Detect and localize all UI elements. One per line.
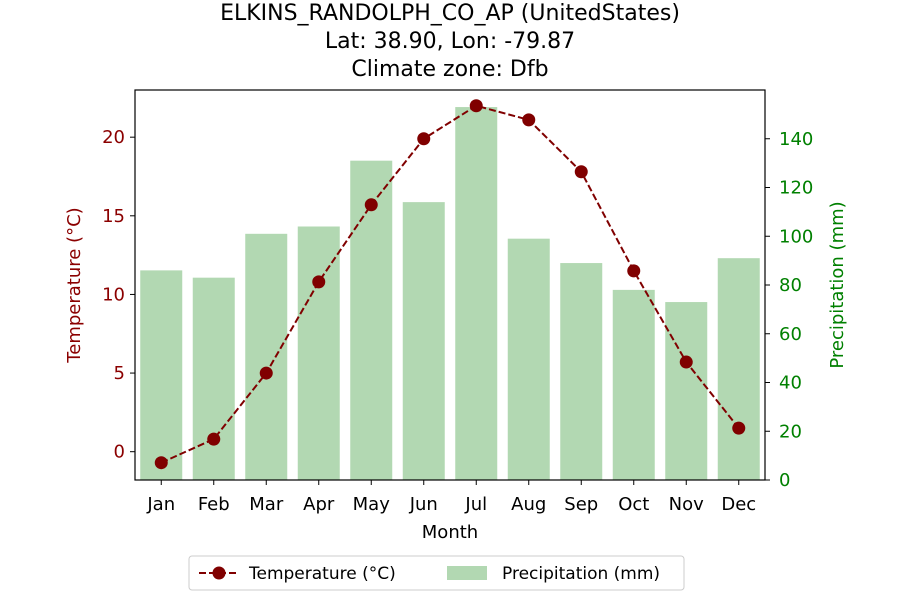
legend-precipitation-swatch [447, 566, 487, 580]
temperature-point-sep [574, 165, 588, 179]
precip-bar-oct [612, 289, 655, 480]
precip-bar-jun [402, 202, 445, 480]
y-left-tick-label: 5 [114, 363, 125, 384]
temperature-point-oct [627, 264, 641, 278]
y-left-tick-label: 10 [102, 284, 125, 305]
y-right-tick-label: 40 [779, 373, 802, 394]
x-tick-label: Jan [146, 494, 175, 515]
temperature-point-apr [312, 275, 326, 289]
y-right-tick-label: 0 [779, 470, 790, 491]
temperature-point-aug [522, 113, 536, 127]
legend-box [188, 555, 685, 591]
x-tick-label: Dec [721, 494, 756, 515]
chart-title-line-3: Climate zone: Dfb [351, 57, 549, 82]
precip-bar-dec [717, 258, 760, 480]
y-right-tick-label: 80 [779, 275, 802, 296]
y-left-tick-label: 0 [114, 442, 125, 463]
y-right-tick-label: 120 [779, 178, 813, 199]
precip-bar-feb [192, 277, 235, 480]
x-tick-label: Oct [618, 494, 649, 515]
y-right-tick-label: 100 [779, 226, 813, 247]
x-tick-label: Feb [198, 494, 230, 515]
x-tick-label: Aug [511, 494, 546, 515]
temperature-point-dec [732, 421, 746, 435]
y-left-tick-label: 15 [102, 206, 125, 227]
precip-bar-may [350, 160, 393, 480]
chart-title-line-1: ELKINS_RANDOLPH_CO_AP (UnitedStates) [220, 1, 680, 26]
precip-bar-sep [560, 263, 603, 480]
precip-bar-mar [245, 233, 288, 480]
temperature-point-may [364, 198, 378, 212]
legend-precipitation-label: Precipitation (mm) [502, 564, 660, 584]
temperature-point-jun [417, 132, 431, 146]
temperature-point-nov [679, 355, 693, 369]
x-tick-label: May [353, 494, 391, 515]
legend-temperature-label: Temperature (°C) [248, 564, 396, 584]
y-left-axis-label: Temperature (°C) [64, 207, 85, 363]
precip-bar-aug [507, 238, 550, 480]
y-right-axis-label: Precipitation (mm) [827, 201, 848, 368]
x-tick-label: Nov [669, 494, 704, 515]
x-tick-label: Sep [564, 494, 598, 515]
precip-bar-nov [665, 302, 708, 480]
temperature-point-feb [207, 432, 221, 446]
x-tick-label: Apr [303, 494, 335, 515]
legend-temperature-marker [212, 566, 226, 580]
x-tick-label: Jun [409, 494, 438, 515]
y-right-tick-label: 20 [779, 421, 802, 442]
y-left-tick-label: 20 [102, 127, 125, 148]
x-axis-label: Month [422, 522, 478, 543]
temperature-point-mar [259, 366, 273, 380]
x-tick-label: Jul [464, 494, 487, 515]
temperature-point-jul [469, 99, 483, 113]
y-right-tick-label: 140 [779, 129, 813, 150]
precip-bar-jan [140, 270, 183, 480]
chart-title-line-2: Lat: 38.90, Lon: -79.87 [324, 29, 576, 54]
temperature-point-jan [154, 456, 168, 470]
x-tick-label: Mar [249, 494, 284, 515]
precip-bar-jul [455, 107, 498, 480]
temperature-line [160, 104, 740, 464]
precip-bar-apr [297, 226, 340, 480]
y-right-tick-label: 60 [779, 324, 802, 345]
